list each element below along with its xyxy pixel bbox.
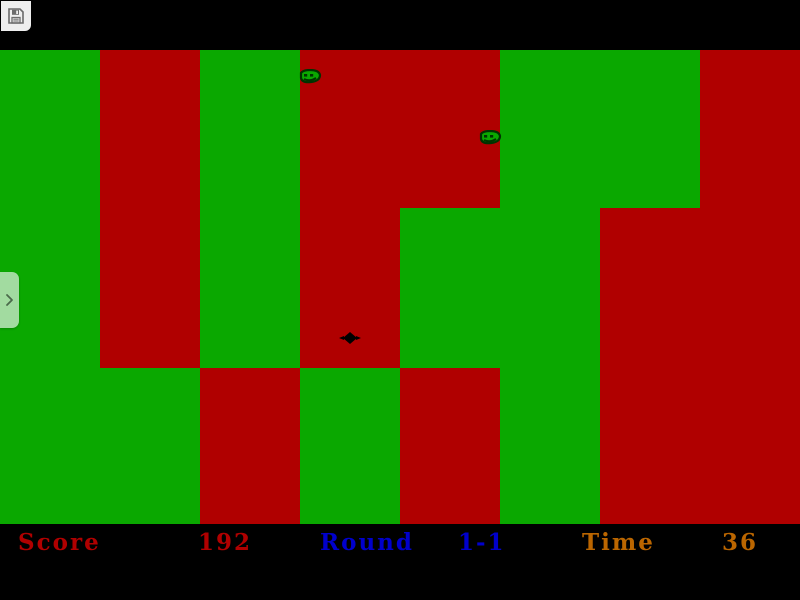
- round-label: Round: [320, 529, 414, 556]
- floppy-disk-save-icon: [7, 7, 25, 25]
- round-value: 1-1: [458, 529, 506, 556]
- player-sprite[interactable]: [338, 331, 362, 345]
- time-value: 36: [722, 529, 759, 556]
- terrain-block: [600, 208, 800, 524]
- terrain-block: [200, 368, 300, 524]
- terrain-block: [700, 50, 800, 208]
- enemy-sprite-1: [298, 69, 322, 84]
- chevron-right-icon: [5, 293, 14, 307]
- terrain-block: [300, 50, 500, 208]
- game-playfield[interactable]: [0, 50, 800, 524]
- top-toolbar: [0, 0, 800, 32]
- score-label: Score: [18, 529, 101, 556]
- terrain-block: [100, 50, 200, 368]
- time-label: Time: [582, 529, 655, 556]
- score-value: 192: [198, 529, 253, 556]
- sidebar-expand-handle[interactable]: [0, 272, 19, 328]
- terrain-block: [400, 368, 500, 524]
- save-button[interactable]: [1, 1, 31, 31]
- enemy-sprite-2: [478, 130, 502, 145]
- terrain-block: [400, 208, 500, 368]
- status-bar: Score 192 Round 1-1 Time 36: [0, 524, 800, 600]
